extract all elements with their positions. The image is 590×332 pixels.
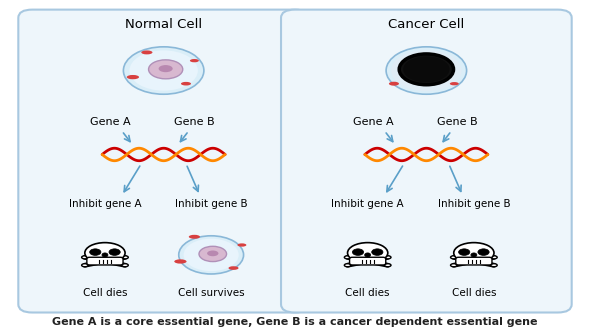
Ellipse shape — [179, 236, 244, 274]
FancyBboxPatch shape — [281, 10, 572, 312]
Ellipse shape — [90, 249, 101, 255]
Ellipse shape — [190, 59, 199, 62]
Ellipse shape — [183, 239, 239, 271]
Text: Inhibit gene B: Inhibit gene B — [175, 199, 247, 209]
Text: Gene A is a core essential gene, Gene B is a cancer dependent essential gene: Gene A is a core essential gene, Gene B … — [53, 317, 537, 327]
Ellipse shape — [458, 249, 470, 255]
Text: Cell dies: Cell dies — [83, 288, 127, 298]
Ellipse shape — [122, 264, 128, 267]
Text: Cancer Cell: Cancer Cell — [388, 18, 464, 31]
Ellipse shape — [109, 249, 120, 255]
FancyBboxPatch shape — [350, 257, 386, 265]
Ellipse shape — [478, 249, 489, 255]
Ellipse shape — [345, 264, 351, 267]
Ellipse shape — [451, 264, 457, 267]
Text: Cell survives: Cell survives — [178, 288, 244, 298]
FancyBboxPatch shape — [456, 257, 492, 265]
Text: Gene B: Gene B — [437, 117, 477, 126]
Text: Gene B: Gene B — [174, 117, 215, 126]
Ellipse shape — [81, 264, 88, 267]
Ellipse shape — [122, 256, 128, 259]
Text: Cell dies: Cell dies — [451, 288, 496, 298]
FancyBboxPatch shape — [87, 257, 123, 265]
Ellipse shape — [450, 82, 459, 85]
Ellipse shape — [389, 82, 399, 86]
Ellipse shape — [491, 256, 497, 259]
Text: Normal Cell: Normal Cell — [125, 18, 202, 31]
Ellipse shape — [399, 54, 454, 85]
Text: Inhibit gene A: Inhibit gene A — [332, 199, 404, 209]
Ellipse shape — [237, 243, 247, 247]
Ellipse shape — [386, 47, 467, 94]
Text: Cell dies: Cell dies — [345, 288, 390, 298]
Ellipse shape — [352, 249, 363, 255]
Ellipse shape — [102, 253, 108, 257]
Ellipse shape — [403, 56, 450, 82]
Ellipse shape — [127, 75, 139, 79]
Ellipse shape — [228, 266, 238, 270]
Ellipse shape — [85, 243, 125, 263]
Ellipse shape — [491, 264, 497, 267]
Ellipse shape — [174, 259, 186, 264]
Ellipse shape — [181, 82, 191, 86]
FancyBboxPatch shape — [18, 10, 309, 312]
Ellipse shape — [345, 256, 351, 259]
Text: Gene A: Gene A — [90, 117, 131, 126]
Ellipse shape — [129, 50, 198, 91]
Ellipse shape — [391, 50, 461, 91]
Ellipse shape — [141, 50, 152, 54]
Ellipse shape — [348, 243, 388, 263]
Ellipse shape — [81, 256, 88, 259]
Text: Gene A: Gene A — [353, 117, 394, 126]
Text: Inhibit gene B: Inhibit gene B — [438, 199, 510, 209]
Ellipse shape — [385, 256, 391, 259]
Ellipse shape — [365, 253, 371, 257]
Ellipse shape — [149, 60, 183, 79]
Ellipse shape — [385, 264, 391, 267]
Ellipse shape — [159, 65, 173, 72]
Ellipse shape — [372, 249, 383, 255]
Ellipse shape — [123, 47, 204, 94]
Ellipse shape — [189, 235, 200, 239]
Text: Inhibit gene A: Inhibit gene A — [68, 199, 141, 209]
Ellipse shape — [199, 246, 227, 262]
Ellipse shape — [471, 253, 477, 257]
Ellipse shape — [207, 251, 218, 256]
Ellipse shape — [454, 243, 494, 263]
Ellipse shape — [451, 256, 457, 259]
